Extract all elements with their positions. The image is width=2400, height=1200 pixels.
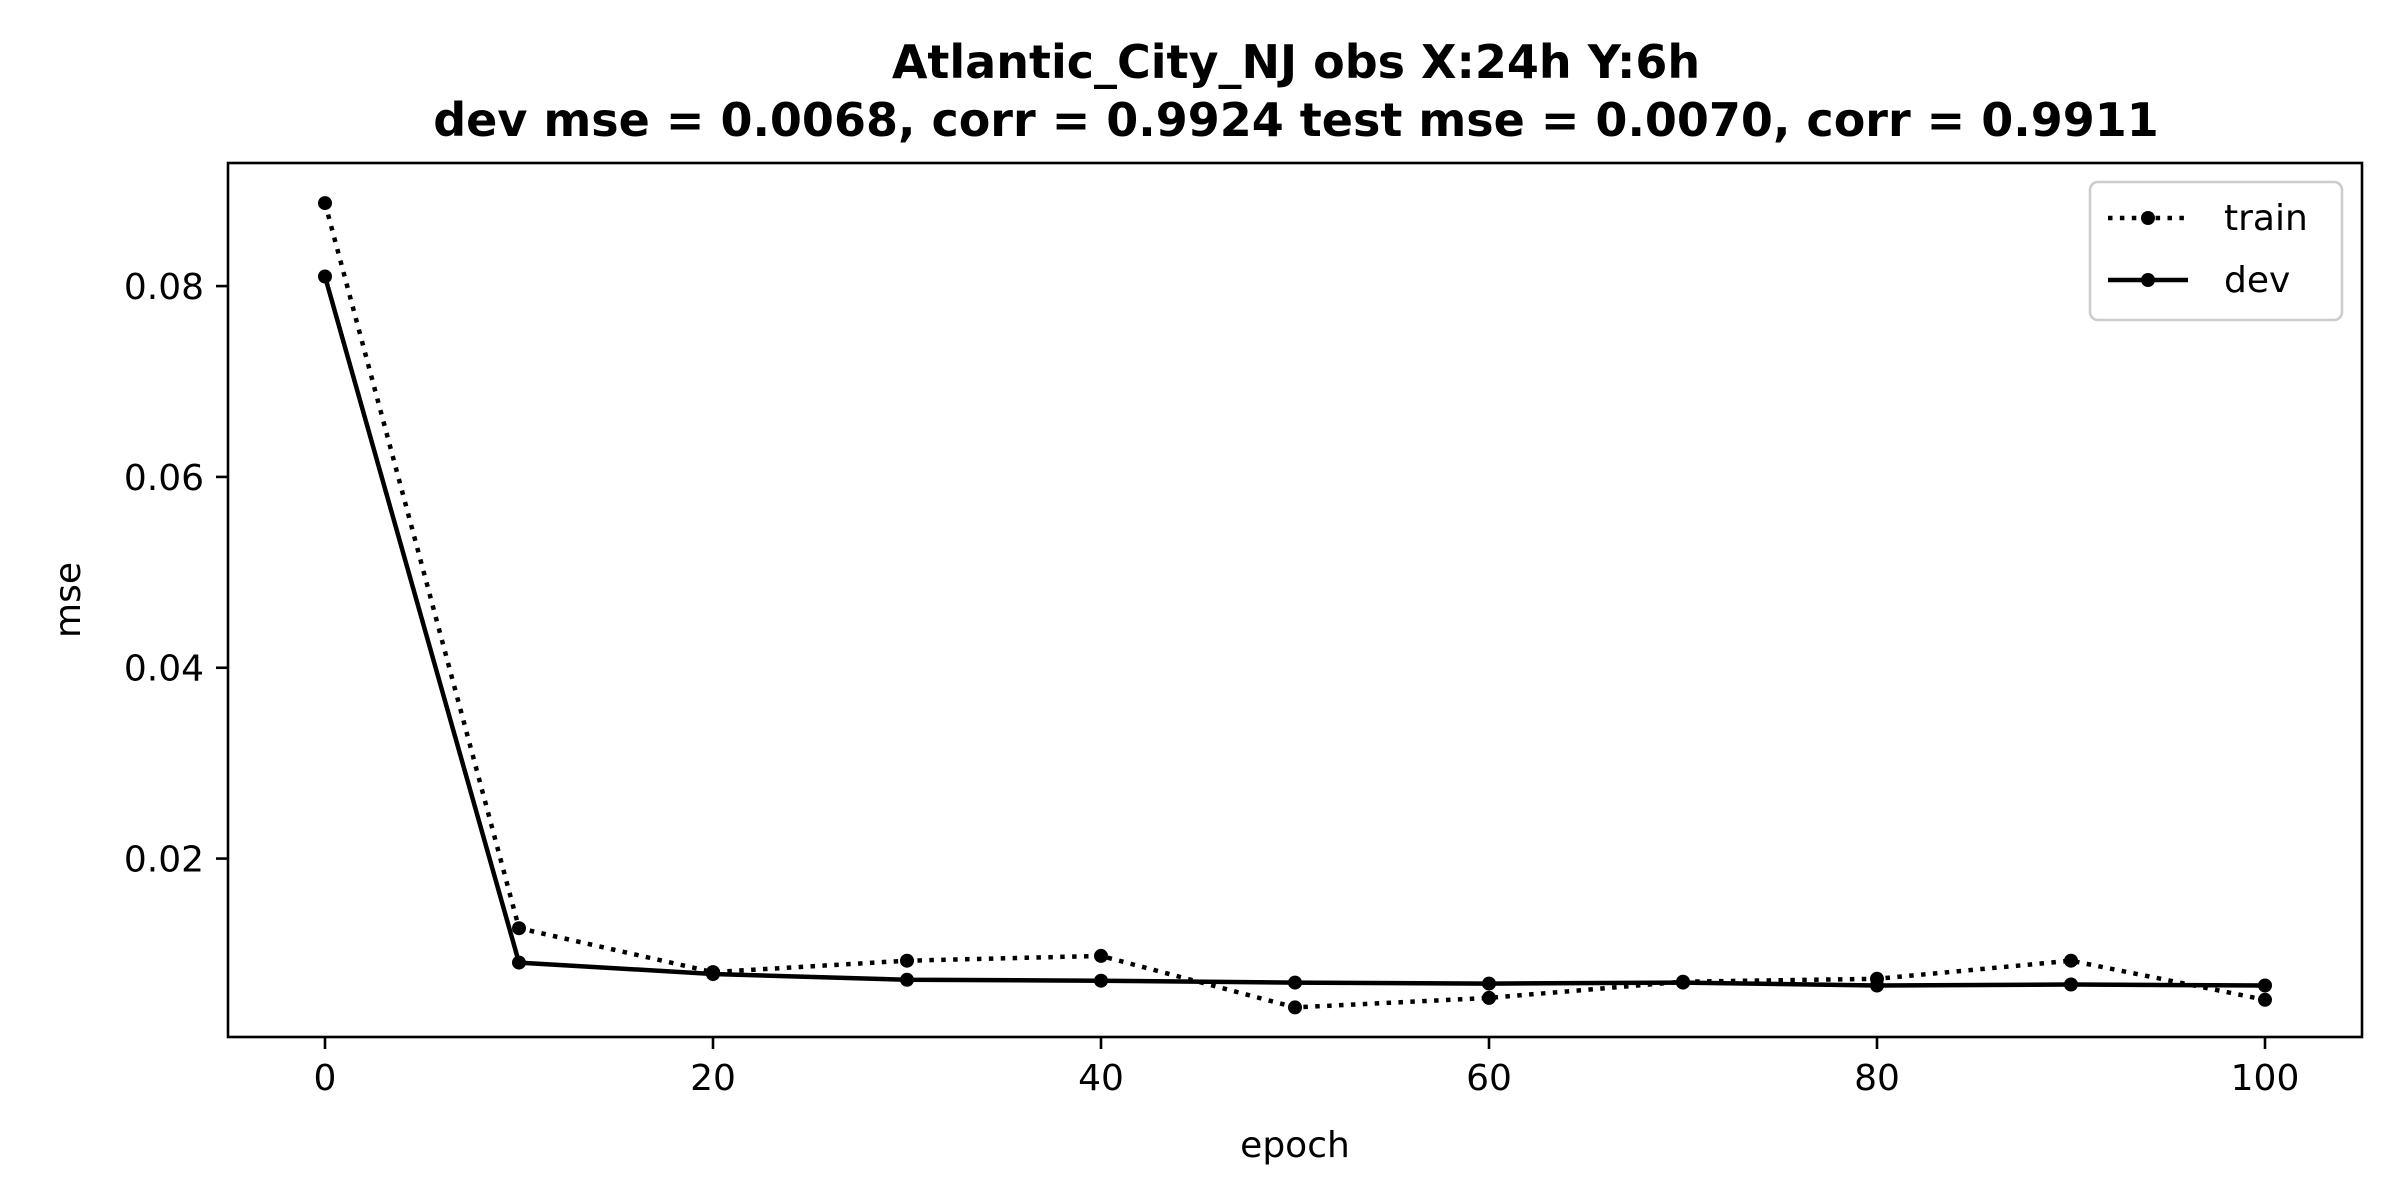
- x-tick-label: 60: [1466, 1058, 1512, 1099]
- train-point: [2258, 992, 2272, 1007]
- legend-train-label: train: [2224, 198, 2308, 239]
- x-tick-label: 80: [1854, 1058, 1900, 1099]
- legend: train dev: [2088, 180, 2344, 322]
- legend-dev-label: dev: [2224, 260, 2290, 301]
- train-point: [900, 953, 914, 968]
- chart-subtitle: dev mse = 0.0068, corr = 0.9924 test mse…: [433, 93, 2159, 147]
- y-axis-ticks: 0.02 0.04 0.06 0.08: [124, 267, 228, 881]
- dev-point: [900, 972, 914, 987]
- dev-point: [1870, 978, 1884, 993]
- x-axis-ticks: 0 20 40 60 80 100: [314, 1037, 2300, 1099]
- dev-point: [1094, 973, 1108, 988]
- train-point: [2064, 953, 2078, 968]
- x-tick-label: 100: [2231, 1058, 2300, 1099]
- x-axis-label: epoch: [1240, 1125, 1350, 1166]
- x-tick-label: 20: [690, 1058, 736, 1099]
- dev-point: [1676, 975, 1690, 990]
- train-point: [1482, 990, 1496, 1005]
- x-tick-label: 0: [314, 1058, 337, 1099]
- dev-point: [1482, 976, 1496, 991]
- legend-train-marker: [2141, 211, 2155, 225]
- dev-point: [1288, 975, 1302, 990]
- plot-area: [318, 196, 2272, 1015]
- dev-point: [2258, 978, 2272, 993]
- dev-point: [706, 967, 720, 981]
- y-axis-label: mse: [48, 562, 89, 638]
- dev-point: [2064, 977, 2078, 992]
- dev-point: [512, 955, 526, 970]
- train-point: [1288, 1000, 1302, 1015]
- train-point: [512, 921, 526, 936]
- y-tick-label: 0.02: [124, 840, 204, 881]
- chart-title: Atlantic_City_NJ obs X:24h Y:6h: [892, 35, 1700, 89]
- y-tick-label: 0.08: [124, 267, 204, 308]
- axes-frame: [226, 161, 2364, 1039]
- dev-point: [318, 269, 332, 284]
- y-tick-label: 0.04: [124, 649, 204, 690]
- y-tick-label: 0.06: [124, 458, 204, 499]
- x-tick-label: 40: [1078, 1058, 1124, 1099]
- train-point: [318, 196, 332, 211]
- legend-dev-marker: [2141, 273, 2155, 287]
- train-point: [1094, 948, 1108, 963]
